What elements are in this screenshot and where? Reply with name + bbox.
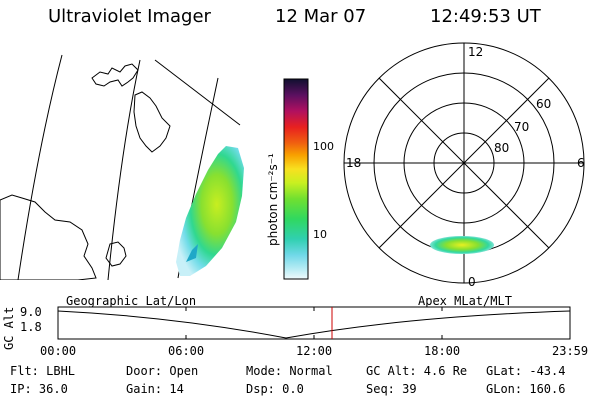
aurora-emission <box>176 146 244 276</box>
status-mode: Mode: Normal <box>246 364 333 378</box>
colorbar-unit-label: photon cm⁻²s⁻¹ <box>266 153 280 246</box>
mlt-label-18: 18 <box>346 156 362 170</box>
status-ip: IP: 36.0 <box>10 382 68 396</box>
status-dsp: Dsp: 0.0 <box>246 382 304 396</box>
header-date: 12 Mar 07 <box>275 6 367 27</box>
status-filter: Flt: LBHL <box>10 364 76 378</box>
lat-label-70: 70 <box>514 120 530 134</box>
polar-aurora-emission <box>430 236 494 254</box>
status-glat: GLat: -43.4 <box>486 364 566 378</box>
x-tick-2359: 23:59 <box>552 344 589 358</box>
x-tick-1800: 18:00 <box>424 344 461 358</box>
x-tick-0000: 00:00 <box>40 344 77 358</box>
colorbar <box>283 78 309 280</box>
status-gc-alt: GC Alt: 4.6 Re <box>366 364 468 378</box>
status-seq: Seq: 39 <box>366 382 417 396</box>
header-time: 12:49:53 UT <box>430 6 541 27</box>
altitude-ymin: 1.8 <box>20 320 42 334</box>
app-title: Ultraviolet Imager <box>48 6 211 27</box>
altitude-plot-right-title: Apex MLat/MLT <box>418 294 512 308</box>
altitude-timeline <box>57 306 571 340</box>
mlt-label-0: 0 <box>468 275 476 289</box>
mlt-label-12: 12 <box>468 45 484 59</box>
mlt-label-6: 6 <box>577 156 585 170</box>
lat-label-80: 80 <box>494 141 510 155</box>
altitude-plot-ylabel: GC Alt <box>2 306 16 350</box>
status-glon: GLon: 160.6 <box>486 382 566 396</box>
polar-plot <box>343 42 585 284</box>
x-tick-0600: 06:00 <box>168 344 205 358</box>
altitude-plot-left-title: Geographic Lat/Lon <box>66 294 197 308</box>
x-tick-1200: 12:00 <box>296 344 333 358</box>
altitude-ymax: 9.0 <box>20 305 42 319</box>
status-door: Door: Open <box>126 364 199 378</box>
colorbar-tick-10: 10 <box>313 228 327 241</box>
status-gain: Gain: 14 <box>126 382 184 396</box>
colorbar-tick-100: 100 <box>313 140 334 153</box>
lat-label-60: 60 <box>536 97 552 111</box>
